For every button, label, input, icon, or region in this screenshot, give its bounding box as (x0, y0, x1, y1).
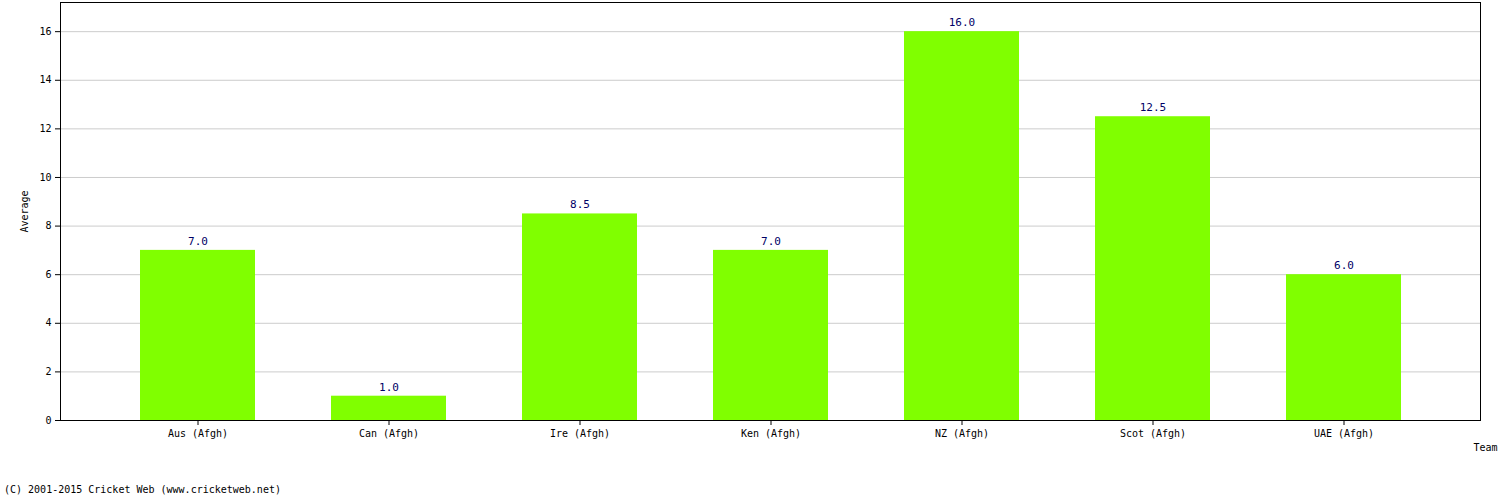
svg-text:Can (Afgh): Can (Afgh) (359, 428, 419, 439)
svg-text:NZ (Afgh): NZ (Afgh) (935, 428, 989, 439)
svg-text:16: 16 (39, 26, 51, 37)
svg-text:Ire (Afgh): Ire (Afgh) (550, 428, 610, 439)
svg-text:Aus (Afgh): Aus (Afgh) (168, 428, 228, 439)
svg-text:6: 6 (45, 269, 51, 280)
svg-text:2: 2 (45, 366, 51, 377)
svg-text:7.0: 7.0 (188, 235, 208, 248)
svg-text:8.5: 8.5 (570, 198, 590, 211)
svg-text:0: 0 (45, 415, 51, 426)
svg-text:Scot (Afgh): Scot (Afgh) (1120, 428, 1186, 439)
svg-text:4: 4 (45, 317, 51, 328)
html-text:(C) 2001-2015 Cricket Web (www: (C) 2001-2015 Cricket Web (www.cricketwe… (4, 484, 281, 495)
svg-text:8: 8 (45, 220, 51, 231)
svg-text:Average: Average (19, 190, 30, 232)
svg-text:UAE (Afgh): UAE (Afgh) (1314, 428, 1374, 439)
svg-text:12: 12 (39, 123, 51, 134)
svg-text:Ken (Afgh): Ken (Afgh) (741, 428, 801, 439)
svg-text:Team: Team (1473, 442, 1497, 453)
svg-text:12.5: 12.5 (1140, 101, 1167, 114)
svg-text:1.0: 1.0 (379, 381, 399, 394)
svg-text:6.0: 6.0 (1334, 259, 1354, 272)
svg-text:14: 14 (39, 74, 51, 85)
svg-text:7.0: 7.0 (761, 235, 781, 248)
svg-text:10: 10 (39, 172, 51, 183)
svg-text:16.0: 16.0 (949, 16, 976, 29)
